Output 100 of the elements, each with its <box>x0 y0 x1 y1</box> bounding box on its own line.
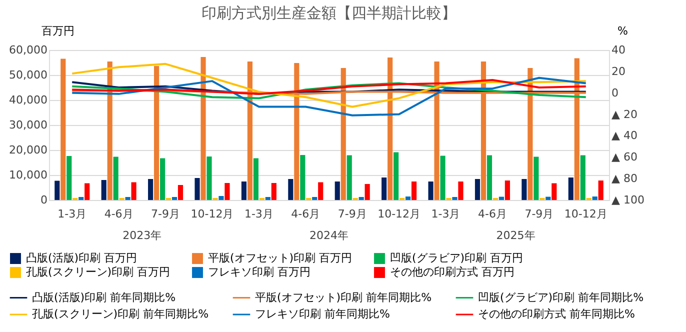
legend-label: 凸版(活版)印刷 百万円 <box>26 252 138 265</box>
bar <box>107 62 112 200</box>
x-tick-label: 7-9月 <box>151 208 180 220</box>
bar <box>148 179 154 200</box>
bar <box>568 178 574 200</box>
bar <box>498 196 504 200</box>
x-tick-label: 7-9月 <box>338 208 367 220</box>
bar <box>131 182 136 200</box>
legend-label: 凹版(グラビア)印刷 百万円 <box>390 252 524 265</box>
y-tick-label: 10,000 <box>9 168 48 182</box>
bar <box>154 66 160 200</box>
y-tick-label: 20,000 <box>9 144 48 156</box>
bar <box>84 183 90 200</box>
y2-tick-label: ▲ 80 <box>612 172 638 186</box>
bar <box>194 178 200 200</box>
y-axis-title: 百万円 <box>42 24 74 38</box>
x-tick-label: 4-6月 <box>478 208 507 220</box>
bar <box>224 183 230 200</box>
legend-label: その他の印刷方式 前年同期比% <box>478 308 635 320</box>
legend-label: 孔版(スクリーン)印刷 百万円 <box>26 266 170 278</box>
bar <box>382 178 387 200</box>
y2-axis-title: % <box>618 24 628 38</box>
y2-tick-label: ▲ 100 <box>612 194 644 206</box>
bar <box>60 58 66 200</box>
bar <box>346 155 352 200</box>
line-series <box>71 62 587 108</box>
bar <box>552 183 557 200</box>
chart-title: 印刷方式別生産金額【四半期計比較】 <box>202 4 456 22</box>
bar <box>288 179 294 200</box>
x-tick-label: 4-6月 <box>291 208 320 220</box>
bar <box>101 180 106 200</box>
bar <box>265 197 270 200</box>
bar <box>253 158 258 200</box>
y-tick-label: 60,000 <box>9 44 48 56</box>
bar <box>200 57 206 200</box>
y2-tick-label: ▲ 60 <box>612 150 638 164</box>
x-tick-label: 10-12月 <box>564 208 608 220</box>
y2-tick-label: ▲ 40 <box>612 129 638 142</box>
bar <box>172 197 178 200</box>
bar <box>312 197 318 200</box>
legend-label: その他の印刷方式 百万円 <box>390 266 514 278</box>
bar <box>598 180 604 200</box>
bar <box>125 197 130 200</box>
bar <box>218 196 224 200</box>
bar <box>474 179 480 200</box>
bar <box>300 155 306 200</box>
y2-tick-label: 40 <box>612 44 626 56</box>
bar <box>546 196 551 200</box>
bar <box>206 156 212 200</box>
text: 2024年 <box>309 229 348 242</box>
y2-tick-label: ▲ 20 <box>612 108 638 121</box>
bar <box>334 182 340 200</box>
legend-label: 凸版(活版)印刷 前年同期比% <box>32 290 176 304</box>
bar <box>428 182 434 200</box>
line-series <box>71 76 587 116</box>
legend-label: 孔版(スクリーン)印刷 前年同期比% <box>32 308 209 320</box>
bar <box>411 182 417 200</box>
line-series <box>71 82 587 100</box>
bar <box>405 196 411 200</box>
y2-tick-label: 20 <box>612 64 626 78</box>
bar <box>271 183 276 200</box>
bar <box>394 152 399 200</box>
bar <box>318 182 324 200</box>
x-tick-label: 10-12月 <box>378 208 421 220</box>
bar <box>54 180 60 200</box>
x-tick-label: 10-12月 <box>190 208 234 220</box>
bar <box>504 180 510 200</box>
x-tick-label: 4-6月 <box>104 208 134 220</box>
bar <box>580 155 586 200</box>
bar <box>178 185 184 200</box>
legend-label: フレキソ印刷 前年同期比% <box>255 308 390 320</box>
legend-label: 平版(オフセット)印刷 前年同期比% <box>255 290 432 304</box>
bar <box>458 182 464 200</box>
bar <box>66 156 72 200</box>
legend-label: 凹版(グラビア)印刷 前年同期比% <box>478 290 644 304</box>
bar <box>113 156 118 200</box>
y-tick-label: 40,000 <box>9 94 48 106</box>
y2-tick-label: 0 <box>612 86 618 100</box>
bar <box>358 197 364 200</box>
bar <box>452 197 458 200</box>
text: 2025年 <box>496 229 536 242</box>
y-tick-label: 30,000 <box>9 118 48 132</box>
bar <box>440 156 446 200</box>
bar <box>241 182 247 200</box>
legend-label: フレキソ印刷 百万円 <box>208 266 310 278</box>
y-tick-label: 0 <box>40 194 48 206</box>
bar <box>364 184 370 200</box>
x-tick-label: 7-9月 <box>524 208 554 220</box>
y-tick-label: 50,000 <box>9 68 48 82</box>
bar <box>486 155 492 200</box>
bar <box>592 196 598 200</box>
bar <box>534 156 539 200</box>
text: 2023年 <box>122 229 162 242</box>
bar <box>522 179 527 200</box>
x-tick-label: 1-3月 <box>58 208 87 220</box>
x-tick-label: 1-3月 <box>431 208 460 220</box>
bar <box>78 197 84 200</box>
legend-label: 平版(オフセット)印刷 百万円 <box>208 252 352 265</box>
bar <box>160 158 166 200</box>
x-tick-label: 1-3月 <box>244 208 274 220</box>
